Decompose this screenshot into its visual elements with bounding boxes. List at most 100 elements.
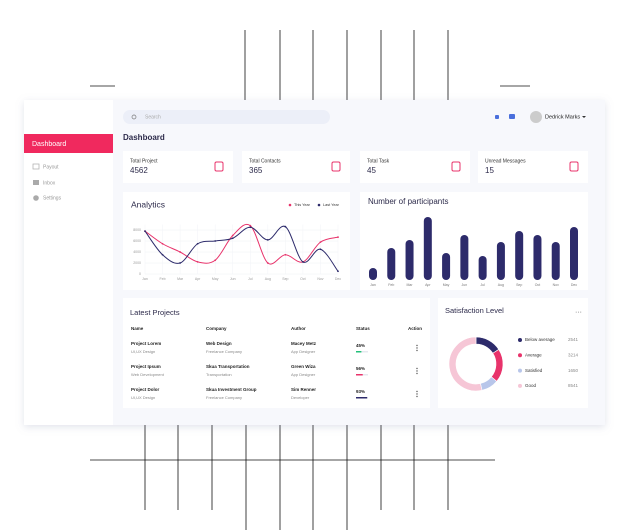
chart-title: Satisfaction Level [445,306,504,315]
x-tick-label: Oct [535,283,540,287]
x-tick-label: Apr [425,283,431,287]
progress-bar [356,351,362,353]
y-tick-label: 8000 [133,228,141,232]
action-dot [416,372,418,375]
sidebar-active[interactable] [24,134,113,153]
bar [533,235,542,280]
line-point [231,237,234,240]
progress-bar [356,397,368,399]
bar [460,235,469,280]
stat-value: 15 [485,166,494,175]
legend-marker [518,368,522,373]
action-dot [416,393,418,395]
avatar[interactable] [530,111,542,123]
sidebar-item[interactable]: Inbox [43,180,56,186]
line-point [179,262,181,264]
bar [478,256,487,280]
x-tick-label: Jul [248,277,253,281]
x-tick-label: Dec [335,277,341,281]
action-dot [416,347,418,349]
x-tick-label: Apr [195,277,201,281]
line-point [284,253,287,256]
column-header: Status [356,326,370,331]
line-point [161,253,164,256]
x-tick-label: May [443,283,450,287]
user-name[interactable]: Dedrick Marks [545,114,580,120]
column-header: Author [291,326,306,331]
y-tick-label: 4000 [133,250,141,254]
x-tick-label: Jul [480,283,485,287]
x-tick-label: Mar [407,283,414,287]
cell-main: Web Design [206,341,232,346]
caret[interactable] [582,116,586,118]
legend-label: Average [525,352,542,357]
stat-icon [214,161,224,172]
more-icon[interactable]: ··· [575,309,582,316]
action-dot [416,349,418,352]
line-point [302,261,304,263]
sidebar [24,100,113,425]
cell-main: Skua Investment Group [206,387,257,392]
bell-icon[interactable] [495,115,499,119]
line-point [284,225,287,228]
legend-value: 8541 [568,383,579,388]
card [360,192,588,290]
action-dot [416,367,418,370]
bar [442,253,451,280]
cell-sub: UI,UX Design [131,349,155,354]
x-tick-label: Mar [177,277,184,281]
action-dot [416,344,418,347]
cell-sub: App Designer [291,372,316,377]
line-point [249,226,252,229]
legend-label: Satisfied [525,368,543,373]
line-series [144,223,339,265]
cell-main: Project Dolor [131,387,160,392]
decoration [90,30,530,530]
legend-label: Last Year [323,203,340,207]
line-point [214,259,217,262]
line-point [214,240,217,242]
search-box[interactable] [123,110,330,124]
stat-card [360,151,470,183]
legend-value: 1650 [568,368,579,373]
stat-label: Total Contacts [249,158,281,164]
progress-track [356,351,368,353]
stat-icon [569,161,579,172]
column-header: Name [131,326,144,331]
x-tick-label: Dec [571,283,577,287]
chart-title: Analytics [131,199,165,209]
status-label: 45% [356,343,365,348]
line-point [319,248,322,251]
line-point [179,251,181,253]
mail-icon[interactable] [509,114,515,119]
line-point [266,262,269,264]
line-point [161,242,164,245]
action-dot [416,395,418,398]
legend-marker [317,203,321,207]
sidebar-item[interactable]: Dashboard [32,141,66,148]
legend-label: Good [525,383,537,388]
bar [387,248,396,280]
sidebar-item[interactable]: Settings [43,195,62,201]
action-dot [416,370,418,372]
search-placeholder[interactable]: Search [145,114,161,120]
line-point [249,224,252,227]
line-point [319,241,322,244]
line-point [337,270,339,273]
stat-value: 45 [367,166,376,175]
bar [551,242,560,280]
donut-slice [448,336,483,392]
y-tick-label: 2000 [133,261,141,265]
stat-value: 365 [249,166,263,175]
cell-sub: Freelance Company [206,395,242,400]
x-tick-label: Jun [230,277,236,281]
sidebar-item[interactable]: Payout [43,164,59,170]
x-tick-label: Sep [516,283,522,287]
legend-marker [518,353,522,358]
legend-marker [518,338,522,342]
cell-sub: Transportation [206,372,232,377]
line-point [337,236,339,239]
x-tick-label: Aug [265,277,271,281]
stat-card [478,151,588,183]
